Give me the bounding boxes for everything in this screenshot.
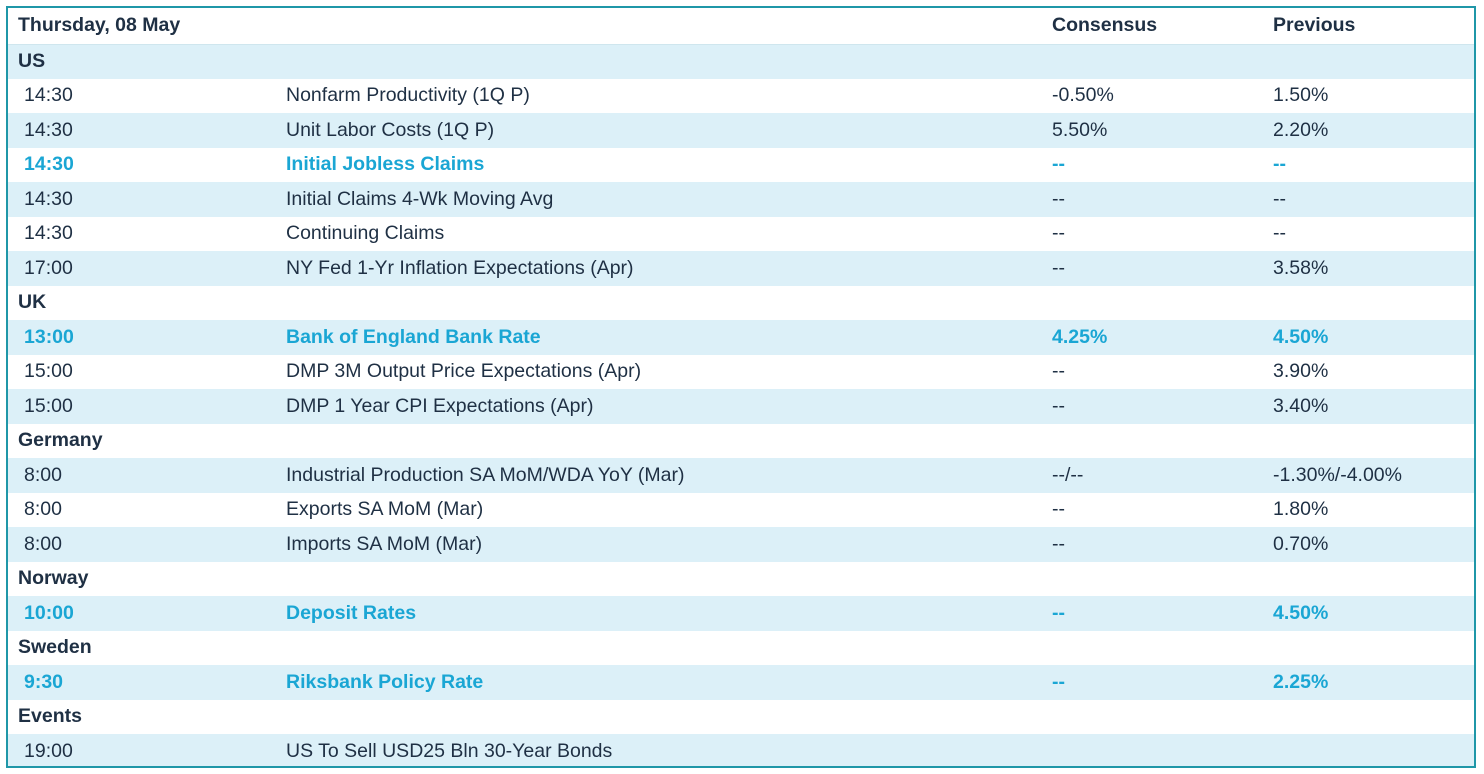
country-label: Sweden [18,636,92,659]
previous-cell: -- [1273,153,1286,176]
time-cell: 13:00 [24,325,74,348]
country-label: Norway [18,567,89,590]
previous-header: Previous [1263,8,1474,45]
consensus-header: Consensus [1042,8,1263,45]
economic-calendar-table: Thursday, 08 May Consensus Previous US 14… [8,8,1474,766]
event-cell: Deposit Rates [286,601,417,624]
time-cell: 14:30 [24,153,74,176]
event-cell: NY Fed 1-Yr Inflation Expectations (Apr) [286,256,634,279]
consensus-cell: -- [1052,153,1065,176]
previous-cell: -- [1273,222,1286,245]
event-cell: Initial Claims 4-Wk Moving Avg [286,187,554,210]
consensus-cell: -- [1052,394,1065,417]
country-label: Germany [18,429,103,452]
time-cell: 10:00 [24,601,74,624]
time-cell: 14:30 [24,222,73,245]
time-cell: 19:00 [24,739,73,762]
time-cell: 14:30 [24,118,73,141]
event-cell: Unit Labor Costs (1Q P) [286,118,495,141]
previous-cell: -1.30%/-4.00% [1273,463,1402,486]
event-row: 9:30 Riksbank Policy Rate -- 2.25% [8,665,1474,700]
consensus-cell: -- [1052,222,1065,245]
time-cell: 8:00 [24,498,62,521]
country-row: Sweden [8,631,1474,666]
country-row: Events [8,700,1474,735]
country-row: UK [8,286,1474,321]
previous-cell: 3.58% [1273,256,1329,279]
date-header: Thursday, 08 May [8,8,276,45]
event-cell: Riksbank Policy Rate [286,670,484,693]
previous-cell [1263,734,1474,766]
event-row: 19:00 US To Sell USD25 Bln 30-Year Bonds [8,734,1474,766]
event-cell: Initial Jobless Claims [286,153,485,176]
event-cell: Continuing Claims [286,222,445,245]
event-row: 8:00 Industrial Production SA MoM/WDA YoY… [8,458,1474,493]
country-label: US [18,50,46,72]
event-row: 8:00 Imports SA MoM (Mar) -- 0.70% [8,527,1474,562]
consensus-cell: -- [1052,601,1065,624]
event-row: 14:30 Initial Claims 4-Wk Moving Avg -- -- [8,182,1474,217]
calendar-table-frame: Thursday, 08 May Consensus Previous US 14… [6,6,1476,768]
consensus-cell: -- [1052,498,1065,521]
country-row: US [8,44,1474,79]
consensus-cell [1042,734,1263,766]
consensus-cell: -- [1052,532,1065,555]
event-cell: DMP 3M Output Price Expectations (Apr) [286,360,642,383]
previous-cell: 0.70% [1273,532,1329,555]
previous-cell: 3.90% [1273,360,1329,383]
consensus-cell: -- [1052,670,1065,693]
previous-cell: 4.50% [1273,601,1329,624]
time-cell: 8:00 [24,463,62,486]
time-cell: 17:00 [24,256,73,279]
previous-cell: 4.50% [1273,325,1329,348]
time-cell: 8:00 [24,532,62,555]
country-label: Events [18,705,82,728]
header-row: Thursday, 08 May Consensus Previous [8,8,1474,45]
event-row: 8:00 Exports SA MoM (Mar) -- 1.80% [8,493,1474,528]
event-cell: DMP 1 Year CPI Expectations (Apr) [286,394,594,417]
event-cell: Bank of England Bank Rate [286,325,541,348]
consensus-cell: -- [1052,256,1065,279]
event-cell: Industrial Production SA MoM/WDA YoY (Ma… [286,463,685,486]
event-cell: Imports SA MoM (Mar) [286,532,483,555]
event-row: 10:00 Deposit Rates -- 4.50% [8,596,1474,631]
time-cell: 15:00 [24,394,73,417]
event-row: 14:30 Initial Jobless Claims -- -- [8,148,1474,183]
country-label: UK [18,291,47,314]
previous-cell: 2.20% [1273,118,1329,141]
consensus-cell: -0.50% [1052,84,1114,107]
previous-cell: 1.80% [1273,498,1329,521]
time-cell: 14:30 [24,187,73,210]
calendar-rows: US 14:30 Nonfarm Productivity (1Q P) -0.50%… [8,44,1474,766]
consensus-cell: 5.50% [1052,118,1108,141]
event-header [276,8,1042,45]
previous-cell: 2.25% [1273,670,1329,693]
event-row: 15:00 DMP 1 Year CPI Expectations (Apr) --… [8,389,1474,424]
event-row: 15:00 DMP 3M Output Price Expectations (A… [8,355,1474,390]
consensus-cell: -- [1052,360,1065,383]
event-row: 17:00 NY Fed 1-Yr Inflation Expectations … [8,251,1474,286]
country-row: Germany [8,424,1474,459]
time-cell: 14:30 [24,84,73,107]
event-cell: Exports SA MoM (Mar) [286,498,484,521]
previous-cell: 3.40% [1273,394,1329,417]
time-cell: 9:30 [24,670,64,693]
event-row: 14:30 Continuing Claims -- -- [8,217,1474,252]
consensus-cell: -- [1052,187,1065,210]
previous-cell: 1.50% [1273,84,1329,107]
country-row: Norway [8,562,1474,597]
event-row: 14:30 Nonfarm Productivity (1Q P) -0.50% 1.… [8,79,1474,114]
event-row: 14:30 Unit Labor Costs (1Q P) 5.50% 2.20% [8,113,1474,148]
consensus-cell: --/-- [1052,463,1084,486]
event-cell: Nonfarm Productivity (1Q P) [286,84,530,107]
event-cell: US To Sell USD25 Bln 30-Year Bonds [286,739,613,762]
event-row: 13:00 Bank of England Bank Rate 4.25% 4.50% [8,320,1474,355]
previous-cell: -- [1273,187,1286,210]
time-cell: 15:00 [24,360,73,383]
consensus-cell: 4.25% [1052,325,1108,348]
